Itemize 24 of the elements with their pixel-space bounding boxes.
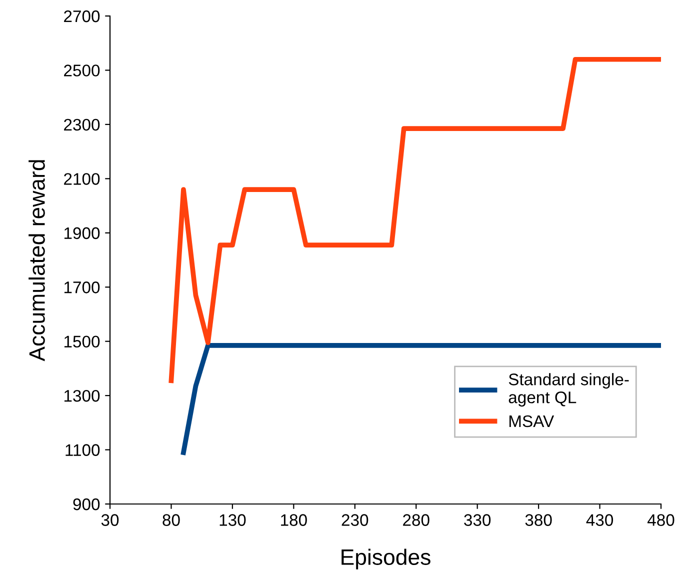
y-tick-label: 900 xyxy=(73,498,100,510)
legend-label: Standard single- agent QL xyxy=(508,373,629,407)
x-tick-label: 130 xyxy=(220,514,246,526)
x-tick-label: 380 xyxy=(525,514,552,526)
y-tick-label: 2300 xyxy=(64,118,100,131)
y-tick-label: 1500 xyxy=(64,336,100,348)
x-tick-label: 430 xyxy=(586,514,614,526)
x-tick-label: 180 xyxy=(281,514,307,526)
y-tick-label: 1900 xyxy=(64,227,100,240)
y-tick-label: 2500 xyxy=(64,64,100,76)
y-tick-label: 1300 xyxy=(64,390,100,402)
x-tick-label: 330 xyxy=(464,514,491,526)
x-tick-label: 230 xyxy=(342,514,368,526)
y-tick-label: 2700 xyxy=(64,10,100,22)
legend-label: MSAV xyxy=(509,415,554,428)
x-tick-label: 30 xyxy=(101,514,119,526)
x-axis-title: Episodes xyxy=(342,548,430,570)
y-tick-label: 1100 xyxy=(66,444,100,456)
y-tick-label: 1700 xyxy=(64,282,100,294)
x-tick-label: 80 xyxy=(162,514,180,526)
x-tick-label: 280 xyxy=(403,514,430,526)
x-tick-label: 480 xyxy=(647,514,674,526)
y-axis-title: Accumulated reward xyxy=(28,160,45,362)
y-tick-label: 2100 xyxy=(64,173,100,185)
